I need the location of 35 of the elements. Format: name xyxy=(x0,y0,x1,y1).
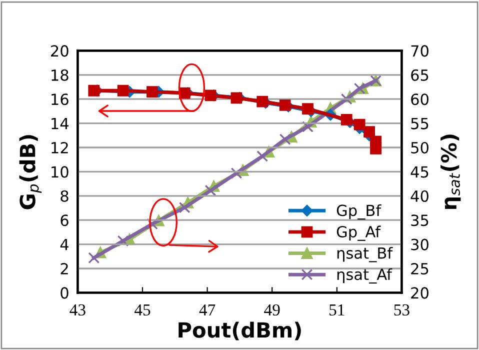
legend-label: Gp_Bf xyxy=(336,204,382,220)
y2-axis-title: η$_{sat}$(%) xyxy=(440,134,461,209)
x-tick-label: 49 xyxy=(264,304,280,316)
x-tick-label: 47 xyxy=(199,304,216,316)
y2-tick-label: 55 xyxy=(411,118,428,130)
y2-tick-label: 40 xyxy=(410,190,428,202)
y2-tick-label: 30 xyxy=(411,238,428,250)
y-tick-label: 20 xyxy=(51,45,68,57)
y2-tick-label: 65 xyxy=(411,69,428,81)
y-tick-label: 0 xyxy=(60,287,68,299)
y2-tick-label: 50 xyxy=(411,142,428,154)
y-tick-label: 6 xyxy=(60,214,68,226)
x-tick-label: 53 xyxy=(394,304,410,316)
x-tick-label: 43 xyxy=(70,304,86,316)
y2-tick-label: 45 xyxy=(410,166,428,178)
legend-label: ηsat_Af xyxy=(337,268,392,284)
y-tick-label: 2 xyxy=(60,262,68,274)
y-tick-label: 4 xyxy=(60,238,69,250)
y-axis-title: G$_{p}$(dB) xyxy=(19,135,42,210)
y2-tick-label: 20 xyxy=(411,287,428,299)
x-axis-title: Pout(dBm) xyxy=(178,322,301,340)
y2-tick-label: 70 xyxy=(411,45,428,57)
x-tick-label: 45 xyxy=(134,304,150,316)
y-tick-label: 8 xyxy=(60,190,68,202)
y2-tick-label: 25 xyxy=(411,262,428,275)
y-tick-label: 12 xyxy=(52,142,68,154)
legend-label: ηsat_Bf xyxy=(337,247,393,262)
x-tick-label: 51 xyxy=(330,304,344,316)
y2-tick-label: 60 xyxy=(411,94,428,106)
legend-label: Gp_Af xyxy=(336,226,381,241)
y-tick-label: 10 xyxy=(52,166,68,178)
y-tick-label: 18 xyxy=(52,69,68,81)
y2-tick-label: 35 xyxy=(411,214,428,226)
y-tick-label: 14 xyxy=(52,118,69,130)
y-tick-label: 16 xyxy=(52,94,68,106)
